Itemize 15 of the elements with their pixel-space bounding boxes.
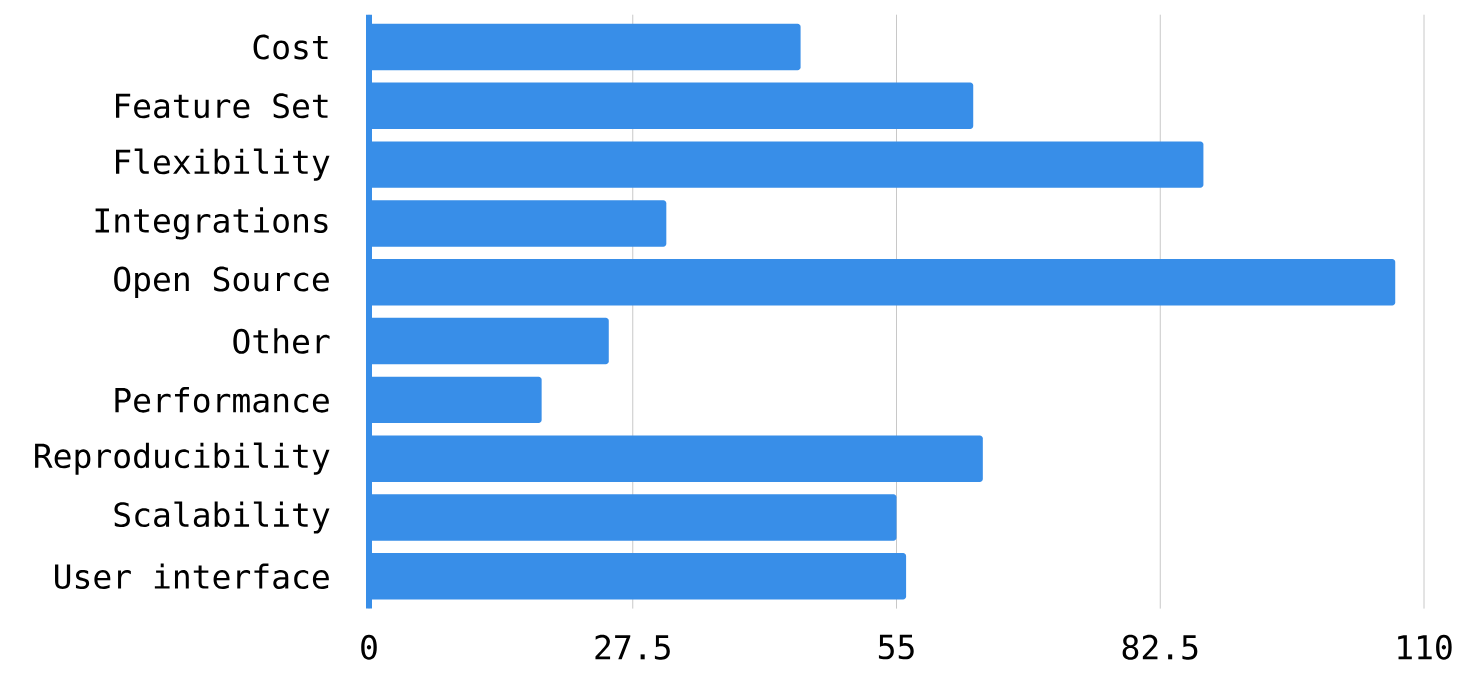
x-tick-label: 82.5 <box>1122 634 1198 660</box>
y-tick-label: Cost <box>253 34 328 60</box>
y-tick-label: Performance <box>115 387 329 413</box>
y-tick-label: Reproducibility <box>35 442 330 475</box>
y-tick-label: Scalability <box>114 501 330 534</box>
x-tick-label: 110 <box>1398 634 1452 660</box>
x-tick-label: 27.5 <box>595 634 670 660</box>
x-tick-label: 0 <box>361 634 377 660</box>
y-tick-label: Integrations <box>95 207 328 240</box>
y-tick-label: Other <box>233 328 330 354</box>
x-tick-label: 55 <box>878 634 914 660</box>
y-tick-label: Flexibility <box>116 148 330 181</box>
y-tick-label: User interface <box>55 563 329 590</box>
y-tick-label: Feature Set <box>116 93 328 119</box>
y-tick-label: Open Source <box>114 266 329 298</box>
